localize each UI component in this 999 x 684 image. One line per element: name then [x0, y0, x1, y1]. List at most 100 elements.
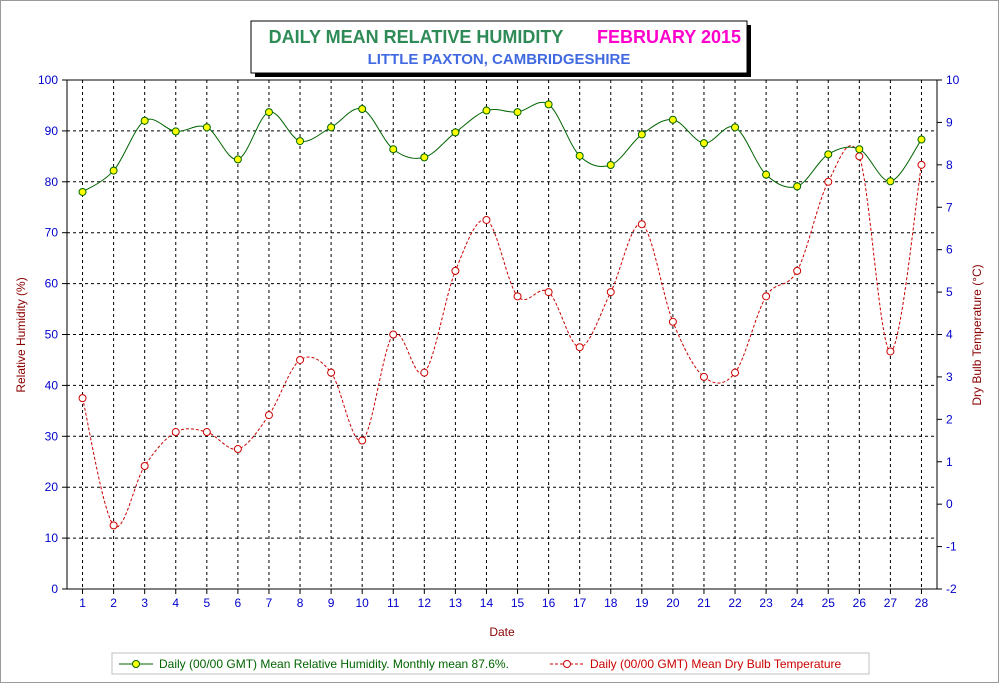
humidity-point [637, 130, 646, 139]
humidity-point [668, 115, 677, 124]
humidity-point [327, 123, 336, 132]
legend-temp-marker [563, 660, 571, 668]
y2-tick-label: -2 [946, 582, 957, 596]
y2-tick-label: 3 [946, 370, 953, 384]
temperature-point [327, 368, 336, 377]
temperature-point [78, 394, 87, 403]
y2-tick-label: 8 [946, 158, 953, 172]
x-tick-label: 28 [915, 596, 929, 610]
y2-tick-label: 5 [946, 285, 953, 299]
x-tick-label: 27 [884, 596, 898, 610]
humidity-point [824, 150, 833, 159]
humidity-point [109, 166, 118, 175]
y2-tick-label: 0 [946, 497, 953, 511]
humidity-point [513, 108, 522, 117]
humidity-point [171, 127, 180, 136]
humidity-point [793, 182, 802, 191]
humidity-point [140, 116, 149, 125]
temperature-point [762, 292, 771, 301]
humidity-point [886, 177, 895, 186]
temperature-line [82, 145, 922, 528]
title-box [250, 20, 748, 74]
temperature-point [606, 288, 615, 297]
x-tick-label: 7 [266, 596, 273, 610]
x-axis: 1 2 3 4 5 6 7 8 9 10 11 12 13 14 15 16 17 18 19 20 21 22 23 24 2… [79, 589, 928, 610]
x-tick-label: 8 [297, 596, 304, 610]
temperature-point [699, 372, 708, 381]
temperature-point [171, 428, 180, 437]
humidity-point [917, 135, 926, 144]
x-tick-label: 23 [759, 596, 773, 610]
humidity-point [544, 100, 553, 109]
temperature-point [296, 355, 305, 364]
grid [67, 80, 937, 589]
chart-subtitle: LITTLE PAXTON, CAMBRIDGESHIRE [368, 51, 631, 68]
y-tick-label: 40 [45, 378, 59, 392]
y-tick-label: 50 [45, 328, 59, 342]
chart-title-period: FEBRUARY 2015 [597, 27, 741, 47]
x-tick-label: 16 [542, 596, 556, 610]
humidity-point [855, 145, 864, 154]
y-tick-label: 70 [45, 226, 59, 240]
y2-tick-label: 1 [946, 455, 953, 469]
temperature-point [389, 330, 398, 339]
temperature-point [917, 160, 926, 169]
y2-tick-label: 4 [946, 328, 953, 342]
right-axis: -2 -1 0 1 2 3 4 5 6 7 8 9 10 [937, 73, 960, 596]
temperature-point [482, 215, 491, 224]
x-tick-label: 10 [355, 596, 369, 610]
chart-title: DAILY MEAN RELATIVE HUMIDITY [269, 27, 564, 47]
x-tick-label: 12 [418, 596, 432, 610]
temperature-point [513, 292, 522, 301]
humidity-point [762, 170, 771, 179]
temperature-point [824, 177, 833, 186]
x-axis-title: Date [489, 625, 515, 639]
x-tick-label: 3 [141, 596, 148, 610]
y2-tick-label: 2 [946, 412, 953, 426]
y-tick-label: 90 [45, 124, 59, 138]
y-axis-title: Relative Humidity (%) [14, 277, 28, 392]
y-tick-label: 10 [45, 531, 59, 545]
humidity-point [358, 105, 367, 114]
legend-temp-label: Daily (00/00 GMT) Mean Dry Bulb Temperat… [590, 657, 842, 671]
y-tick-label: 30 [45, 429, 59, 443]
x-tick-label: 14 [480, 596, 494, 610]
humidity-point [296, 137, 305, 146]
x-tick-label: 17 [573, 596, 587, 610]
x-tick-label: 2 [110, 596, 117, 610]
y2-tick-label: -1 [946, 540, 957, 554]
humidity-point [731, 123, 740, 132]
x-tick-label: 11 [387, 596, 400, 610]
x-tick-label: 18 [604, 596, 618, 610]
x-tick-label: 26 [853, 596, 867, 610]
x-tick-label: 15 [511, 596, 525, 610]
left-axis: 0 10 20 30 40 50 60 70 80 90 100 [38, 73, 67, 596]
temperature-point [575, 343, 584, 352]
series [78, 100, 926, 530]
y2-tick-label: 10 [946, 73, 960, 87]
temperature-point [202, 428, 211, 437]
temperature-point [109, 521, 118, 530]
y2-tick-label: 6 [946, 243, 953, 257]
y2-tick-label: 7 [946, 200, 953, 214]
humidity-point [78, 187, 87, 196]
temperature-point [544, 288, 553, 297]
y-tick-label: 100 [38, 73, 58, 87]
legend-box [111, 652, 870, 675]
legend-rh-label: Daily (00/00 GMT) Mean Relative Humidity… [159, 657, 509, 671]
y2-axis-title: Dry Bulb Temperature (°C) [970, 264, 984, 405]
x-tick-label: 22 [728, 596, 742, 610]
x-tick-label: 19 [635, 596, 649, 610]
temperature-point [140, 461, 149, 470]
y-tick-label: 0 [51, 582, 58, 596]
humidity-point [699, 139, 708, 148]
humidity-point [264, 108, 273, 117]
humidity-point [575, 151, 584, 160]
temperature-point [637, 220, 646, 229]
y-tick-label: 20 [45, 480, 59, 494]
x-tick-label: 24 [790, 596, 804, 610]
humidity-point [451, 128, 460, 137]
x-tick-label: 9 [328, 596, 335, 610]
